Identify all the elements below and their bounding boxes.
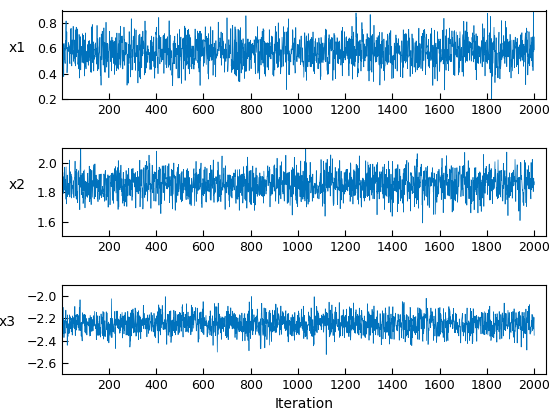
- Y-axis label: x3: x3: [0, 315, 16, 330]
- Y-axis label: x2: x2: [9, 178, 26, 192]
- Y-axis label: x1: x1: [9, 41, 26, 55]
- X-axis label: Iteration: Iteration: [274, 397, 333, 411]
